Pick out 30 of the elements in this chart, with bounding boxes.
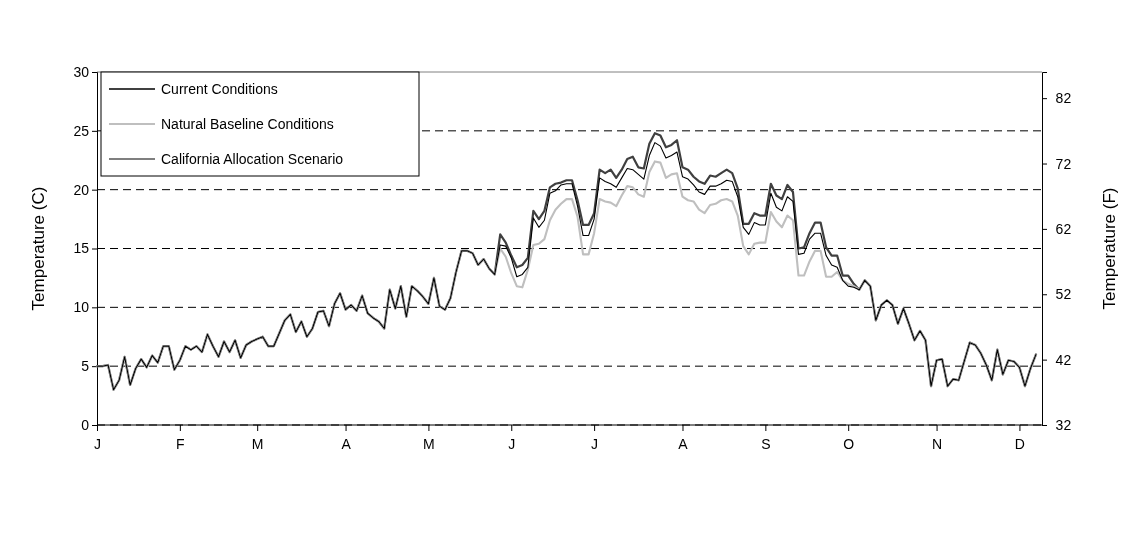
y-tick-label: 30 [73, 63, 90, 80]
y-tick-label: 0 [81, 416, 90, 433]
x-tick-label: O [843, 436, 855, 453]
x-tick-label: M [423, 436, 435, 453]
y2-tick-label: 32 [1055, 416, 1072, 433]
x-tick-label: D [1014, 436, 1025, 453]
x-tick-label: M [251, 436, 264, 453]
y-tick-label: 5 [81, 358, 90, 375]
y-tick-label: 10 [73, 299, 90, 316]
legend-label: Natural Baseline Conditions [161, 116, 334, 132]
x-tick-label: J [508, 436, 516, 453]
x-tick-label: F [176, 436, 185, 453]
x-tick-label: A [678, 436, 689, 453]
y-axis-title: Temperature (C) [29, 186, 48, 311]
legend-label: California Allocation Scenario [161, 151, 344, 167]
legend-label: Current Conditions [161, 81, 278, 97]
x-tick-label: J [591, 436, 599, 453]
y2-tick-label: 82 [1055, 90, 1072, 107]
y-tick-label: 15 [73, 240, 90, 257]
x-tick-label: J [94, 436, 101, 453]
x-tick-label: S [761, 436, 771, 453]
y2-tick-label: 52 [1055, 286, 1072, 303]
y-tick-label: 20 [73, 181, 90, 198]
y2-axis-title: Temperature (F) [1100, 187, 1119, 310]
y-tick-label: 25 [73, 122, 90, 139]
y2-tick-label: 42 [1055, 351, 1072, 368]
x-tick-label: A [341, 436, 352, 453]
y2-tick-label: 62 [1055, 220, 1072, 237]
y2-tick-label: 72 [1055, 155, 1072, 172]
x-tick-label: N [932, 436, 943, 453]
